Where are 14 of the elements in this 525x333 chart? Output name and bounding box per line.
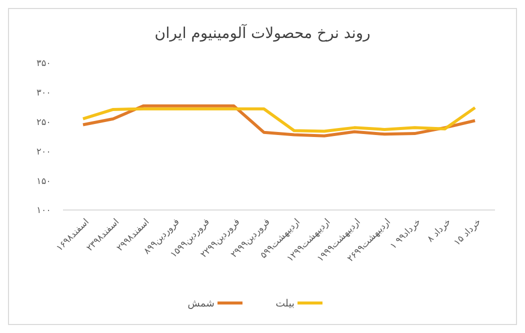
line-series: [82, 104, 476, 138]
y-tick-label: ۲۵۰: [36, 118, 51, 128]
line-series: [82, 106, 476, 133]
legend-label: شمش: [188, 298, 214, 310]
y-tick-label: ۲۰۰: [36, 147, 51, 158]
x-tick-label: ۸ خرداد: [426, 217, 454, 245]
y-tick-label: ۱۰۰: [36, 206, 51, 216]
y-tick-label: ۳۰۰: [36, 88, 51, 99]
y-tick-label: ۳۵۰: [36, 59, 51, 70]
x-tick-label: ۱۵ خرداد: [452, 217, 484, 248]
chart-title: روند نرخ محصولات آلومینیوم ایران: [154, 23, 370, 42]
x-tick-label: ۱ خرداد۹۹: [388, 217, 424, 252]
legend-label: بیلت: [276, 298, 294, 310]
y-tick-label: ۱۵۰: [36, 176, 51, 187]
